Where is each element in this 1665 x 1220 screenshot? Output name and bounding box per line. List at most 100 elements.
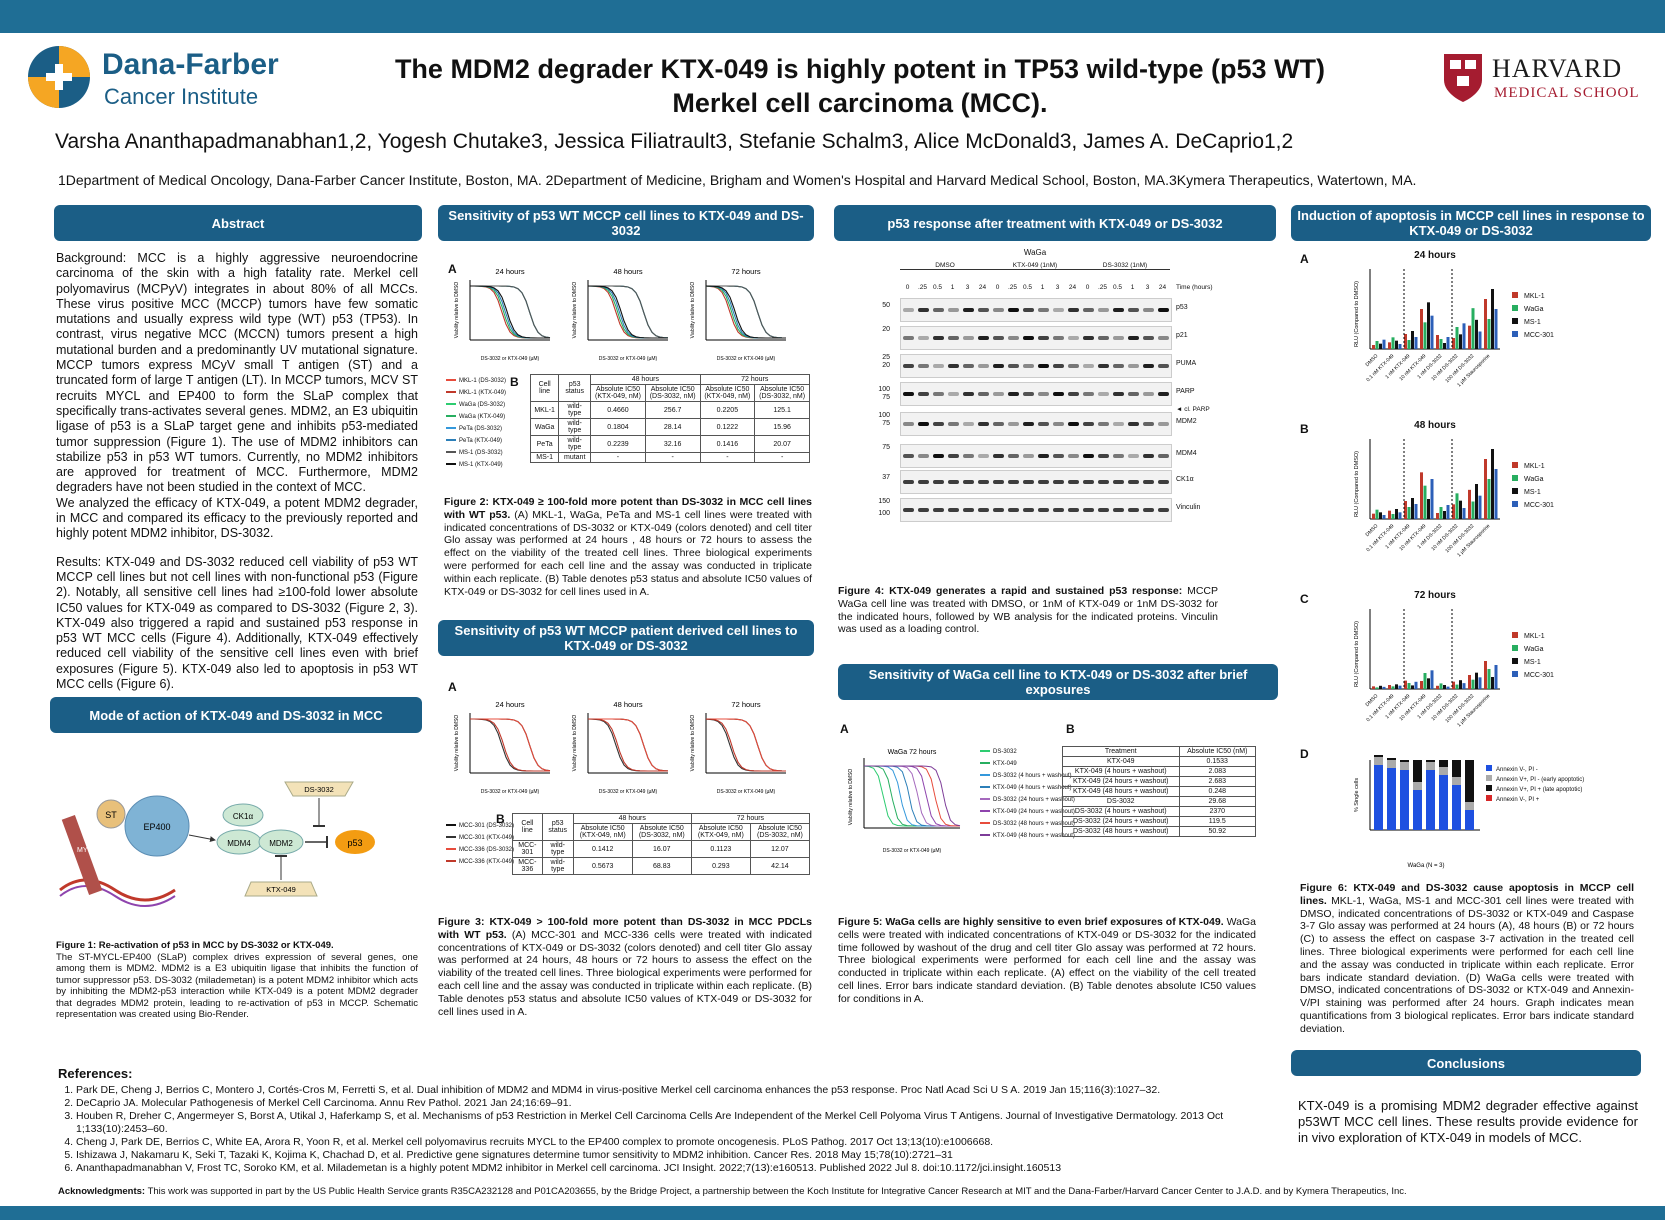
reference-item: Ishizawa J, Nakamaru K, Seki T, Tazaki K… bbox=[76, 1149, 1238, 1162]
fig6-caption: Figure 6: KTX-049 and DS-3032 cause apop… bbox=[1300, 882, 1634, 1036]
wb-lane-band bbox=[903, 454, 914, 458]
fig6-legend-item: MS-1 bbox=[1512, 318, 1541, 326]
bar bbox=[1491, 677, 1494, 689]
fig2-caption-text: (A) MKL-1, WaGa, PeTa and MS-1 cell line… bbox=[444, 508, 812, 598]
abstract-aim: We analyzed the efficacy of KTX-049, a p… bbox=[56, 495, 418, 541]
wb-lane-band bbox=[978, 480, 989, 484]
wb-mw-marker: 20 bbox=[882, 362, 890, 369]
legend-label: DS-3032 (24 hours + washout) bbox=[993, 797, 1075, 803]
legend-swatch bbox=[446, 463, 456, 466]
table-cell: KTX-049 (4 hours + washout) bbox=[1062, 766, 1180, 777]
wb-time-axis-label: Time (hours) bbox=[1176, 284, 1213, 291]
y-axis-label: Viability relative to DMSO bbox=[690, 282, 696, 339]
fig6-legend-item: MKL-1 bbox=[1512, 632, 1545, 640]
fig2-th-72: 72 hours bbox=[699, 374, 811, 385]
stacked-bar bbox=[1413, 760, 1422, 782]
table-cell: - bbox=[590, 452, 646, 463]
table-row: MKL-1 wild-type 0.4660 256.7 0.2205 125.1 bbox=[529, 401, 810, 419]
legend-label: WaGa (KTX-049) bbox=[459, 414, 506, 420]
wb-lane-band bbox=[1068, 392, 1079, 396]
wb-lane-band bbox=[933, 308, 944, 312]
legend-item: MKL-1 (KTX-049) bbox=[446, 387, 506, 399]
table-cell: DS-3032 (48 hours + washout) bbox=[1062, 826, 1180, 837]
wb-lane-band bbox=[1158, 392, 1169, 396]
mdm2-node bbox=[258, 829, 304, 855]
ck1a-label: CK1α bbox=[233, 812, 254, 821]
table-cell: 2.683 bbox=[1178, 776, 1256, 787]
fig6-legend-item: MS-1 bbox=[1512, 488, 1541, 496]
wb-lane-band bbox=[993, 422, 1004, 426]
wb-band-puma bbox=[900, 354, 1172, 378]
dfci-logo-line2: Cancer Institute bbox=[104, 84, 259, 109]
wb-lane-band bbox=[1113, 308, 1124, 312]
fig2-sub: Absolute IC50 (KTX-049, nM) bbox=[590, 384, 646, 402]
bar bbox=[1491, 449, 1494, 519]
fig6-stacked-chart: % Single cells WaGa (N = 3) bbox=[1354, 755, 1480, 869]
bar bbox=[1398, 512, 1402, 519]
wb-lane-band bbox=[1023, 364, 1034, 368]
wb-cell-label: WaGa bbox=[1023, 248, 1047, 257]
wb-lane-band bbox=[933, 508, 944, 512]
legend-label: Annexin V+, PI + (late apoptotic) bbox=[1496, 787, 1583, 793]
bar bbox=[1478, 495, 1482, 519]
bar bbox=[1468, 675, 1471, 689]
legend-swatch bbox=[1512, 645, 1518, 651]
table-cell: - bbox=[644, 452, 701, 463]
ck1a-node bbox=[222, 803, 264, 827]
legend-swatch bbox=[1512, 671, 1518, 677]
title-line-1: The MDM2 degrader KTX-049 is highly pote… bbox=[394, 54, 1326, 84]
fig2-caption: Figure 2: KTX-049 ≥ 100-fold more potent… bbox=[444, 496, 812, 598]
fig3-legend: MCC-301 (DS-3032) MCC-301 (KTX-049) MCC-33… bbox=[446, 820, 514, 868]
wb-lane-band bbox=[1038, 508, 1049, 512]
bar bbox=[1487, 669, 1491, 689]
bar bbox=[1411, 685, 1414, 689]
bar bbox=[1414, 504, 1418, 519]
bar bbox=[1439, 683, 1443, 689]
bar bbox=[1391, 686, 1395, 689]
y-axis-label: RLU (Compared to DMSO) bbox=[1354, 451, 1360, 517]
wb-time-label: .25 bbox=[1007, 284, 1018, 291]
fig5-th-treatment: Treatment bbox=[1062, 746, 1180, 757]
authors: Varsha Ananthapadmanabhan1,2, Yogesh Chu… bbox=[55, 130, 1294, 153]
legend-swatch bbox=[980, 774, 990, 777]
table-cell: 12.07 bbox=[749, 840, 811, 858]
bar bbox=[1420, 309, 1423, 349]
wb-lane-band bbox=[1053, 392, 1064, 396]
dose-response-curve bbox=[705, 718, 786, 772]
legend-label: Annexin V+, PI - (early apoptotic) bbox=[1496, 777, 1585, 783]
fig3-panel-b: B bbox=[496, 812, 505, 826]
fig3-table: Cell line p53 status 48 hours 72 hours Abso… bbox=[512, 813, 811, 875]
table-row: DS-3032 (24 hours + washout) 119.5 bbox=[1062, 816, 1256, 827]
legend-item: KTX-049 (4 hours + washout) bbox=[980, 782, 1072, 794]
stacked-bar bbox=[1465, 802, 1474, 810]
table-cell: 15.96 bbox=[754, 418, 810, 436]
wb-lane-band bbox=[1098, 336, 1109, 340]
table-cell: PeTa bbox=[529, 435, 560, 453]
wb-lane-band bbox=[1023, 508, 1034, 512]
fig6-panel-title: 72 hours bbox=[1414, 590, 1456, 601]
fig6-panel-label: A bbox=[1300, 252, 1309, 266]
wb-lane-band bbox=[1053, 508, 1064, 512]
wb-lane-band bbox=[1023, 308, 1034, 312]
bar bbox=[1430, 479, 1434, 519]
legend-label: MCC-301 (DS-3032) bbox=[459, 823, 515, 829]
wb-lane-band bbox=[903, 480, 914, 484]
bar bbox=[1382, 515, 1386, 519]
wb-time-label: 0.5 bbox=[1112, 284, 1123, 291]
legend-label: MCC-301 bbox=[1524, 502, 1554, 509]
fig3-th-48: 48 hours bbox=[572, 813, 692, 824]
x-axis-label: DS-3032 or KTX-049 (µM) bbox=[599, 789, 658, 795]
dana-farber-logo: Dana-Farber Cancer Institute bbox=[26, 44, 296, 114]
table-cell: 0.1416 bbox=[699, 435, 756, 453]
legend-swatch bbox=[446, 379, 456, 382]
wb-lane-band bbox=[1083, 336, 1094, 340]
bar bbox=[1446, 337, 1450, 349]
fig6-caption-title: Figure 6: KTX-049 and DS-3032 cause apop… bbox=[1300, 882, 1634, 907]
legend-swatch bbox=[446, 439, 456, 442]
legend-swatch bbox=[446, 415, 456, 418]
legend-item: DS-3032 (24 hours + washout) bbox=[980, 794, 1075, 806]
wb-lane-band bbox=[1083, 508, 1094, 512]
table-cell: wild-type bbox=[558, 435, 592, 453]
wb-mw-marker: 37 bbox=[882, 474, 890, 481]
bar bbox=[1398, 685, 1402, 689]
